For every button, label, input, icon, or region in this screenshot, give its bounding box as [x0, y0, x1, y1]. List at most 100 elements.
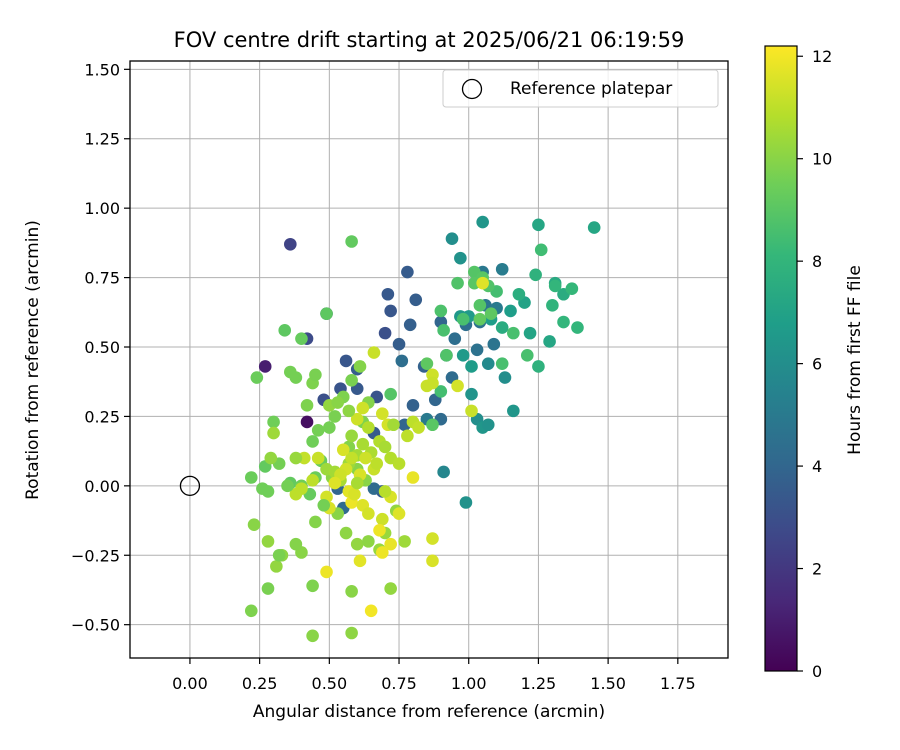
scatter-point [481, 418, 495, 432]
scatter-point [456, 349, 470, 362]
scatter-point [281, 479, 294, 493]
scatter-point [311, 451, 325, 465]
scatter-point [543, 335, 556, 348]
scatter-point [451, 276, 464, 290]
scatter-point [331, 396, 344, 409]
y-tick-label: 0.50 [84, 338, 120, 357]
scatter-point [445, 232, 459, 246]
scatter-point [306, 435, 319, 448]
scatter-point [339, 354, 353, 368]
scatter-point [532, 360, 545, 373]
scatter-point [384, 304, 397, 318]
scatter-point [284, 237, 297, 251]
scatter-point [487, 337, 501, 351]
scatter-point [512, 287, 526, 301]
scatter-point [289, 451, 303, 465]
scatter-point [356, 437, 370, 451]
scatter-point [309, 515, 322, 529]
scatter-point [258, 360, 272, 373]
scatter-point [451, 379, 464, 393]
scatter-point [403, 318, 417, 332]
colorbar-ticks: 0 2 4 6 8 10 12 [797, 47, 832, 681]
scatter-point [398, 535, 411, 548]
y-axis-label: Rotation from reference (arcmin) [23, 220, 43, 500]
scatter-point [520, 349, 534, 362]
scatter-point [328, 476, 342, 490]
scatter-point [401, 265, 414, 279]
scatter-point [534, 243, 548, 257]
scatter-point [465, 360, 478, 373]
x-tick-label: 0.25 [242, 674, 278, 693]
scatter-point [507, 404, 520, 418]
scatter-point [523, 326, 537, 340]
y-axis-ticks: −0.50 −0.25 0.00 0.25 0.50 0.75 1.00 1.25 1.50 [71, 60, 130, 635]
scatter-point [440, 349, 453, 362]
y-tick-label: −0.50 [71, 616, 120, 635]
y-tick-label: 1.50 [84, 60, 120, 79]
scatter-point [454, 251, 467, 265]
scatter-point [476, 276, 489, 290]
colorbar: 0 2 4 6 8 10 12 Hours from first FF file [764, 45, 865, 681]
scatter-point [456, 312, 470, 326]
scatter-point [306, 629, 319, 643]
scatter-point [362, 507, 375, 520]
scatter-point [350, 537, 364, 551]
scatter-point [395, 354, 409, 368]
scatter-point [345, 626, 358, 640]
colorbar-tick-label: 6 [812, 355, 822, 374]
scatter-point [261, 485, 275, 498]
scatter-point [426, 418, 439, 432]
scatter-point [345, 429, 358, 443]
x-axis-ticks: 0.00 0.25 0.50 0.75 1.00 1.25 1.50 1.75 [172, 658, 696, 693]
scatter-point [309, 368, 322, 382]
scatter-point [350, 412, 364, 426]
scatter-point [261, 535, 275, 548]
scatter-point [507, 326, 520, 340]
reference-platepar-marker [179, 475, 201, 496]
scatter-point [504, 304, 517, 318]
scatter-point [465, 404, 478, 418]
scatter-point [587, 221, 601, 234]
scatter-point [571, 321, 584, 334]
scatter-point [406, 471, 420, 484]
x-axis-label: Angular distance from reference (arcmin) [253, 702, 605, 722]
scatter-point [401, 429, 414, 443]
colorbar-gradient [764, 45, 798, 672]
scatter-point [434, 385, 448, 398]
scatter-point [267, 426, 280, 440]
scatter-point [345, 451, 358, 465]
colorbar-tick-label: 10 [812, 150, 832, 169]
scatter-point [317, 498, 331, 512]
x-tick-label: 0.00 [172, 674, 208, 693]
scatter-point [306, 579, 319, 593]
scatter-point [270, 560, 283, 573]
scatter-point [348, 487, 361, 501]
scatter-point [484, 307, 498, 320]
scatter-point [345, 585, 358, 598]
scatter-point [392, 507, 406, 520]
scatter-point [353, 554, 367, 568]
scatter-point [300, 399, 314, 412]
scatter-point [481, 357, 495, 370]
scatter-point [350, 476, 364, 490]
scatter-point [412, 421, 425, 434]
scatter-point [362, 421, 375, 434]
scatter-point [289, 371, 303, 384]
scatter-point [448, 332, 462, 345]
scatter-point [367, 482, 381, 495]
scatter-point [426, 376, 439, 390]
scatter-point [473, 312, 487, 326]
scatter-point [565, 282, 579, 295]
scatter-point [359, 451, 372, 465]
scatter-point [345, 374, 358, 387]
scatter-point [376, 407, 389, 420]
scatter-point [557, 315, 570, 329]
scatter-point [437, 324, 450, 337]
legend-label-reference: Reference platepar [510, 79, 672, 99]
scatter-point [289, 487, 303, 501]
colorbar-tick-label: 0 [812, 662, 822, 681]
grid-lines [130, 61, 728, 658]
scatter-point [378, 326, 392, 340]
scatter-points [244, 215, 601, 643]
